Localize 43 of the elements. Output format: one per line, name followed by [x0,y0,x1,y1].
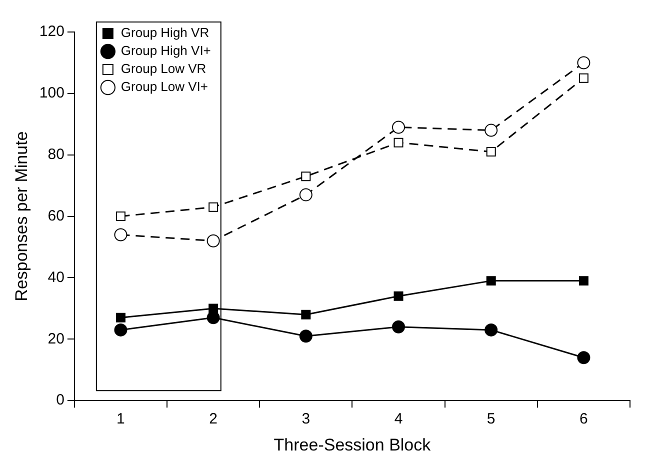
legend-label: Group High VR [120,25,210,40]
point [486,147,496,157]
point [577,351,590,364]
y-tick-label: 120 [39,23,64,40]
legend-label: Group High VI+ [120,43,211,58]
point [578,73,588,83]
y-tick-label: 80 [48,146,64,164]
point [394,291,404,301]
point [114,323,128,336]
x-tick-label: 3 [302,410,310,428]
point [208,304,218,314]
point [206,311,220,324]
y-tick-label: 0 [56,392,64,409]
point [392,320,406,334]
point [114,228,128,242]
legend-label: Group Low VI+ [120,79,208,94]
point [208,202,218,212]
x-tick-label: 5 [486,410,496,428]
x-tick-label: 6 [580,410,588,428]
x-tick-label: 4 [394,410,403,428]
y-tick-label: 40 [48,268,64,286]
y-tick-label: 60 [48,207,64,224]
point [577,56,590,70]
point [299,188,312,202]
point [301,172,311,182]
x-tick-label: 1 [116,410,125,428]
point [299,330,312,343]
point [392,120,406,134]
point [484,124,498,137]
point [206,234,220,248]
x-tick-label: 2 [209,410,218,428]
point [394,138,404,148]
y-axis-title: Responses per Minute [12,131,31,302]
point [116,312,126,322]
point [578,276,588,286]
point [486,276,496,286]
y-tick-label: 100 [39,84,64,102]
point [301,310,311,320]
y-tick-label: 20 [48,330,64,348]
legend-label: Group Low VR [120,61,206,76]
point [116,212,126,222]
point [484,323,498,336]
x-axis-title: Three-Session Block [274,435,432,454]
